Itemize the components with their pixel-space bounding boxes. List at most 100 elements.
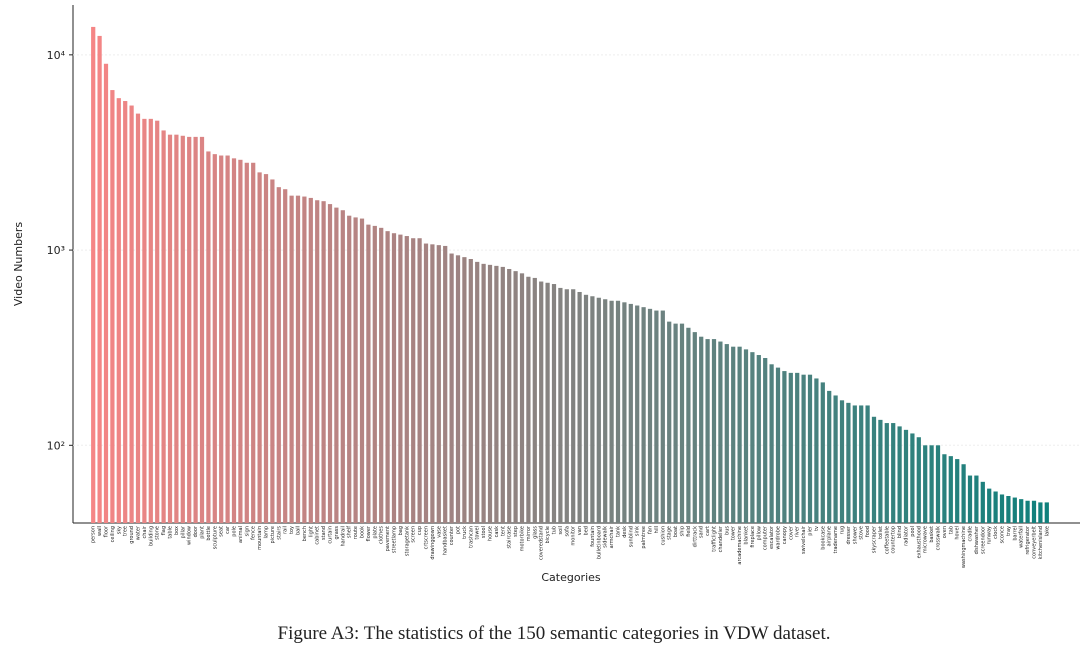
x-tick-label: tv <box>814 526 820 531</box>
bar <box>609 300 614 523</box>
bar <box>967 475 973 523</box>
bar <box>315 200 320 523</box>
x-tick-label: car <box>225 525 231 534</box>
bar <box>718 341 723 523</box>
bar <box>283 189 288 523</box>
x-tick-label: fan <box>648 526 654 534</box>
x-tick-label: van <box>577 526 583 535</box>
bar <box>769 364 774 523</box>
x-tick-label: screen <box>411 526 417 543</box>
bar <box>929 445 934 523</box>
bar <box>935 445 941 523</box>
bar <box>1031 500 1037 523</box>
x-tick-label: storagetank <box>404 526 410 556</box>
bar <box>737 346 742 523</box>
bar <box>142 118 147 524</box>
x-tick-label: plant <box>200 526 206 539</box>
bar <box>923 445 928 523</box>
bar <box>852 405 857 523</box>
bar <box>385 231 390 523</box>
bar <box>903 429 909 523</box>
x-tick-label: plate <box>372 526 378 539</box>
bar <box>487 264 493 523</box>
x-tick-label: basket <box>929 526 935 543</box>
x-tick-label: bicycle <box>545 526 551 544</box>
x-tick-label: stand <box>321 526 327 540</box>
x-tick-label: soil <box>558 526 564 534</box>
x-tick-label: truck <box>462 526 468 539</box>
x-axis-label: Categories <box>541 571 601 584</box>
x-tick-label: flower <box>366 525 372 541</box>
x-tick-label: food <box>865 526 871 537</box>
bar <box>212 154 217 523</box>
x-tick-label: glass <box>532 526 538 539</box>
x-tick-label: sofa <box>564 526 570 537</box>
x-tick-label: picture <box>270 526 276 543</box>
x-tick-label: palmtree <box>641 526 647 549</box>
x-tick-label: chandelier <box>718 525 724 552</box>
bar <box>219 155 224 523</box>
bar <box>615 300 621 523</box>
x-tick-label: flag <box>161 526 167 535</box>
y-tick-label: 10³ <box>47 244 65 257</box>
bar <box>174 134 179 523</box>
x-tick-label: dirttrack <box>692 526 698 547</box>
bar <box>411 238 416 523</box>
bar <box>955 459 960 523</box>
x-tick-label: house <box>488 526 494 541</box>
x-tick-label: vase <box>436 526 442 538</box>
bar <box>526 276 531 523</box>
bar <box>820 382 825 523</box>
caption: Figure A3: The statistics of the 150 sem… <box>278 623 831 644</box>
bar <box>628 303 633 523</box>
bar <box>379 227 384 523</box>
bar <box>199 136 205 523</box>
bar <box>699 336 704 523</box>
bar <box>193 136 198 523</box>
x-tick-label: stairs <box>276 526 282 540</box>
bar <box>654 310 659 523</box>
x-tick-label: chair <box>142 525 148 538</box>
x-tick-label: refrigerator <box>1025 525 1031 555</box>
x-tick-label: computer <box>763 525 769 550</box>
x-tick-label: lake <box>1044 526 1050 536</box>
bar <box>539 281 544 523</box>
x-tick-label: person <box>91 526 97 543</box>
x-tick-label: desk <box>622 526 628 538</box>
bar <box>206 151 211 523</box>
x-tick-label: fence <box>251 526 257 540</box>
x-tick-label: washingmachine <box>961 526 967 568</box>
y-axis-label: Video Numbers <box>12 222 25 307</box>
x-tick-label: step <box>513 526 519 537</box>
x-tick-label: tent <box>500 526 506 536</box>
bar <box>225 155 230 523</box>
x-tick-label: sand <box>699 526 705 538</box>
bar <box>635 305 640 523</box>
bar <box>948 456 953 523</box>
x-tick-label: ship <box>680 526 686 536</box>
x-tick-label: runway <box>987 526 993 545</box>
x-tick-label: cask <box>494 526 500 537</box>
x-tick-label: drawinggown <box>430 526 436 560</box>
bar <box>455 255 461 524</box>
x-tick-label: ball <box>296 526 302 535</box>
x-tick-label: crtscreen <box>424 526 430 549</box>
x-tick-label: grass <box>334 526 340 540</box>
x-tick-label: towel <box>475 526 481 540</box>
x-tick-label: cradle <box>968 526 974 542</box>
bar <box>180 135 185 523</box>
bar <box>436 245 441 523</box>
bar <box>187 136 192 523</box>
bar <box>558 287 563 523</box>
bar <box>97 35 102 523</box>
x-tick-label: clothes <box>379 526 385 544</box>
bar <box>155 120 160 523</box>
bar <box>244 162 249 523</box>
bar <box>334 207 339 523</box>
x-tick-label: fountain <box>590 526 596 547</box>
bar <box>417 238 422 523</box>
x-tick-label: bookcase <box>820 526 826 550</box>
x-tick-label: wardrobe <box>776 526 782 550</box>
x-tick-label: bus <box>724 526 730 535</box>
bar <box>500 266 505 523</box>
